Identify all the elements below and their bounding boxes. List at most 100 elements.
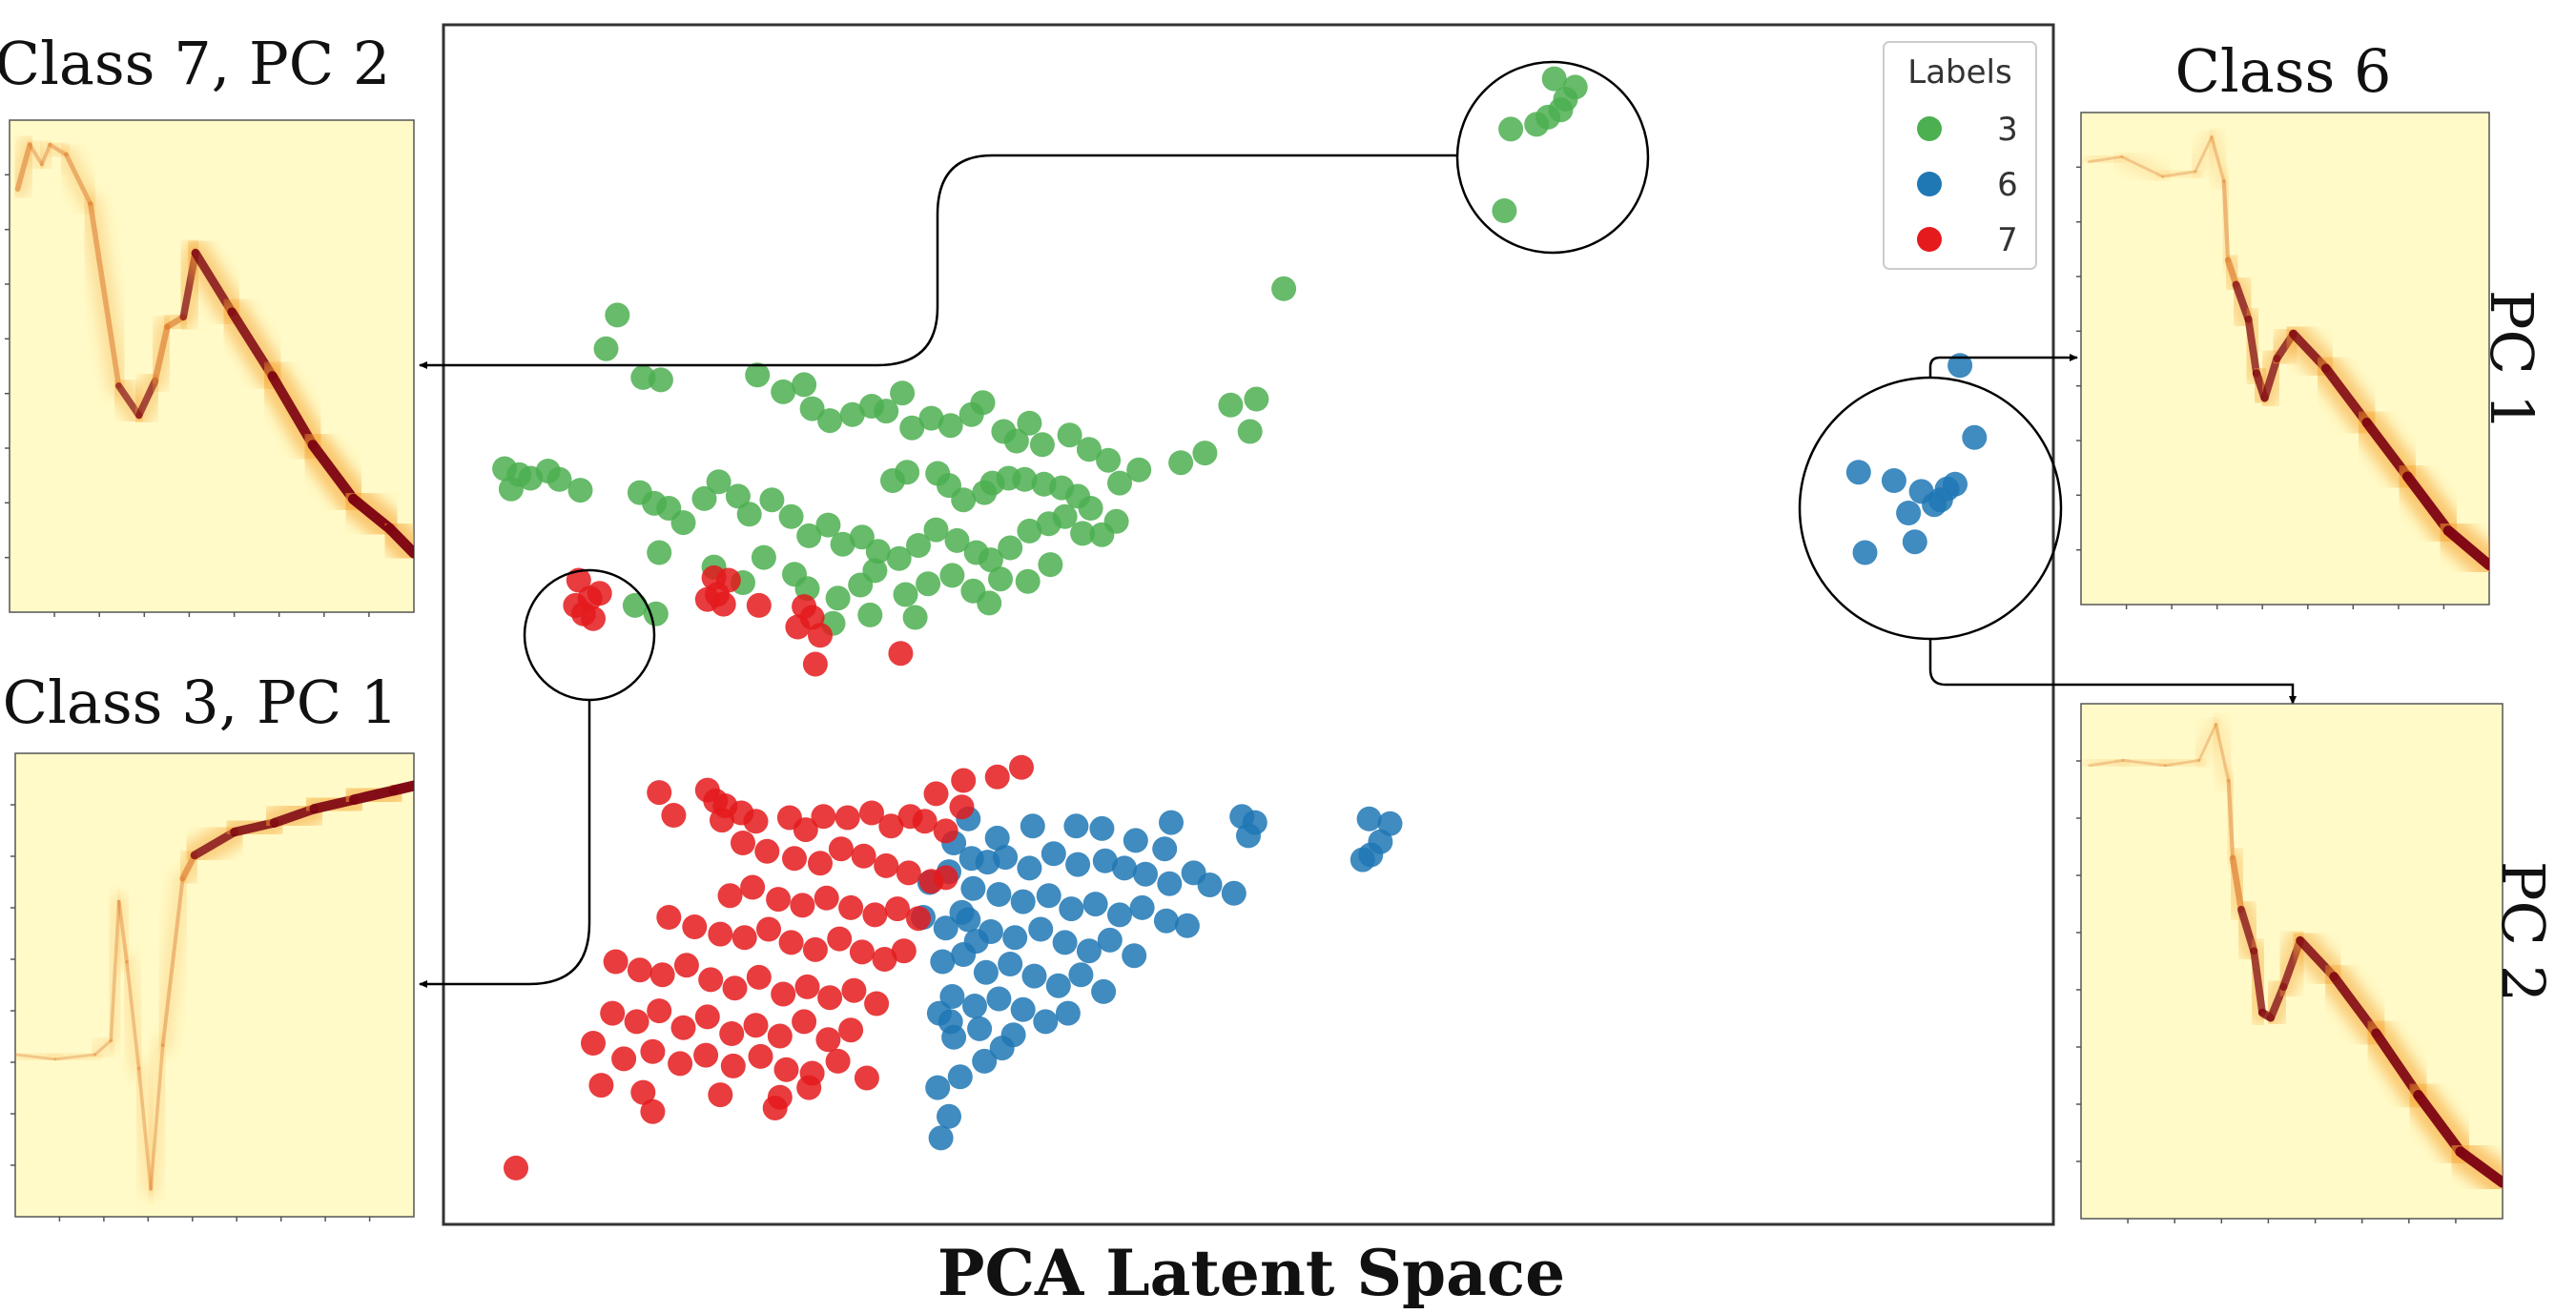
scatter-point-label-6 [1896,501,1922,525]
scatter-point-label-6 [1174,913,1200,938]
scatter-point-label-3 [1103,508,1129,534]
scatter-point-label-7 [811,804,836,830]
scatter-point-label-3 [1003,428,1029,454]
scatter-point-label-7 [933,865,958,891]
scatter-point-label-7 [743,809,769,834]
scatter-point-label-3 [567,478,593,503]
scatter-point-label-6 [1236,823,1261,849]
scatter-point-label-3 [839,401,865,427]
scatter-point-label-3 [799,396,825,421]
legend-title: Labels [1907,53,2011,92]
scatter-point-label-3 [691,485,717,511]
scatter-point-label-3 [647,540,672,565]
scatter-point-label-6 [1089,815,1115,841]
heatmap-class3-pc1 [10,752,415,1222]
scatter-point-label-6 [1045,973,1071,998]
scatter-point-label-3 [890,380,916,406]
scatter-point-label-7 [694,1004,720,1030]
scatter-point-label-6 [1157,871,1183,896]
scatter-point-label-7 [563,592,588,618]
scatter-point-label-7 [923,781,949,807]
scatter-plot-frame [442,23,2055,1226]
scatter-point-label-3 [1012,466,1038,492]
heatmap-band-core [125,959,141,1071]
scatter-point-label-3 [706,469,732,495]
scatter-point-label-6 [1350,847,1375,873]
heatmap-background [9,119,415,613]
scatter-point-label-3 [1076,437,1102,462]
scatter-point-label-7 [587,581,612,606]
scatter-point-label-6 [1947,353,1973,379]
scatter-point-label-6 [1112,855,1137,881]
scatter-point-label-7 [640,1038,666,1064]
scatter-point-label-3 [778,503,804,529]
scatter-point-label-3 [970,390,996,416]
scatter-point-label-7 [785,614,811,640]
scatter-point-label-7 [773,1057,799,1082]
scatter-point-label-3 [1015,568,1041,594]
scatter-point-label-3 [923,517,949,543]
scatter-point-label-3 [830,531,855,557]
scatter-point-label-7 [647,780,672,806]
scatter-point-label-3 [593,336,619,361]
scatter-point-label-7 [740,874,766,900]
scatter-point-label-3 [1078,496,1103,521]
scatter-point-label-3 [1029,432,1055,458]
scatter-point-label-6 [1159,810,1184,835]
scatter-point-label-6 [962,994,987,1018]
scatter-point-label-7 [708,1082,733,1108]
scatter-point-label-3 [902,605,928,630]
scatter-point-label-3 [1038,552,1063,578]
scatter-point-label-3 [1541,66,1567,92]
scatter-point-label-3 [906,533,931,558]
connector-class6-to-pc2 [1928,639,2297,705]
scatter-point-label-7 [933,818,958,844]
heatmap-band-core [2226,778,2236,861]
scatter-point-label-3 [939,563,965,588]
heatmap-class7-pc2 [5,119,415,617]
scatter-point-label-6 [925,1075,951,1100]
scatter-point-label-7 [720,1053,746,1078]
scatter-point-label-6 [1356,806,1382,832]
scatter-point-label-3 [736,502,762,527]
scatter-point-label-7 [888,641,914,667]
scatter-point-label-7 [767,1023,793,1049]
scatter-point-label-7 [859,800,884,826]
scatter-point-label-7 [640,1098,666,1124]
legend-marker-6 [1917,172,1942,196]
scatter-point-label-6 [960,875,986,901]
heatmap-background [14,752,415,1218]
scatter-point-label-7 [796,1075,822,1100]
scatter-point-label-7 [838,894,864,920]
scatter-point-label-3 [1070,521,1096,546]
heatmap-band-glow [142,1037,172,1198]
heatmap-band-core [88,200,122,389]
scatter-point-label-3 [745,362,771,388]
scatter-point-label-7 [588,1073,614,1098]
scatter-point-label-6 [930,949,956,975]
scatter-point-label-6 [933,915,958,941]
scatter-point-label-7 [808,623,833,648]
scatter-point-label-3 [796,523,822,548]
scatter-point-label-6 [1152,836,1178,862]
scatter-point-label-6 [1000,1022,1026,1048]
scatter-point-label-3 [944,527,970,553]
scatter-point-label-7 [668,1051,693,1077]
scatter-point-label-7 [649,962,675,988]
scatter-point-label-7 [710,808,734,833]
scatter-point-label-7 [566,567,591,593]
scatter-point-label-6 [1123,828,1148,853]
scatter-point-label-7 [951,768,977,793]
scatter-point-label-3 [1244,386,1269,412]
scatter-point-label-6 [1068,962,1094,988]
scatter-point-label-7 [864,991,890,1016]
scatter-point-label-3 [849,524,875,550]
scatter-point-label-7 [656,905,682,930]
scatter-point-label-3 [648,367,673,393]
scatter-point-label-7 [746,592,772,618]
scatter-point-label-7 [984,764,1010,790]
scatter-point-label-7 [862,902,888,928]
scatter-point-label-6 [1082,892,1108,917]
scatter-point-label-6 [1076,938,1102,964]
